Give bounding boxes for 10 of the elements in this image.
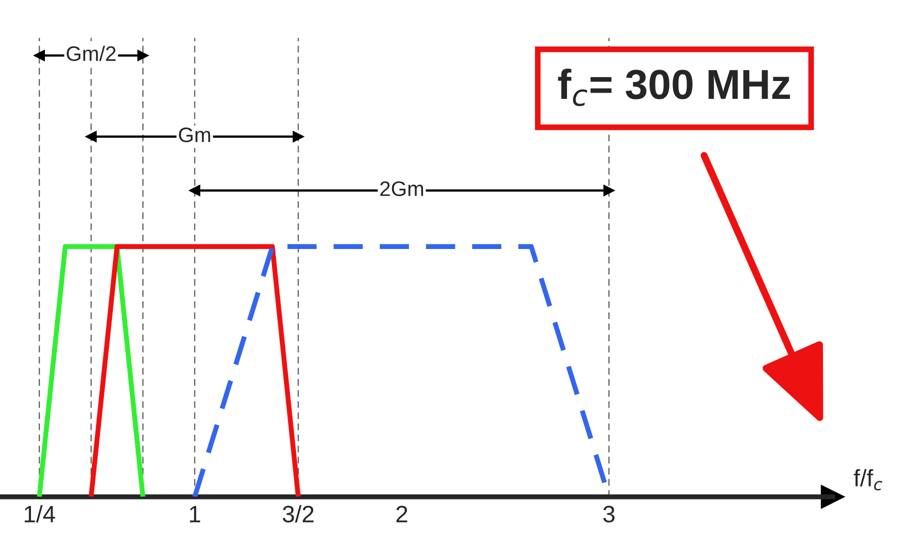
- x-tick-label: 1/4: [24, 505, 56, 522]
- x-axis-title: f/f$_{c}$: [854, 469, 882, 490]
- annotation: Gm: [178, 128, 210, 142]
- annotation: f$_{c}$= 300 MHz: [558, 68, 790, 106]
- x-tick-label: 3: [603, 506, 614, 522]
- x-tick-label: 3/2: [282, 505, 314, 522]
- x-tick-label: 1: [190, 506, 200, 522]
- x-tick-label: 2: [396, 506, 408, 522]
- annotation: Gm/2: [66, 46, 116, 62]
- annotation: 2Gm: [380, 181, 424, 196]
